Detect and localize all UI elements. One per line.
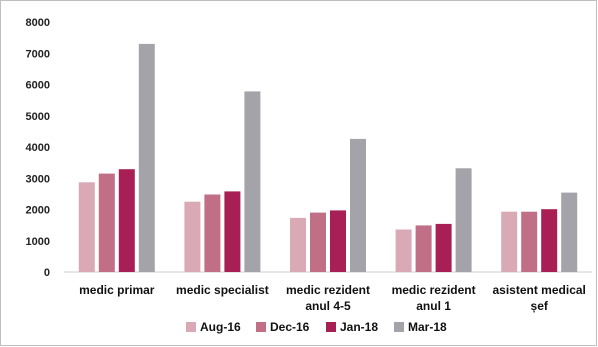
bar	[395, 229, 412, 272]
legend-label: Mar-18	[408, 320, 447, 334]
legend-label: Dec-16	[270, 320, 310, 334]
category-label: anul 4-5	[305, 299, 351, 313]
bar	[204, 194, 221, 272]
category-label: șef	[531, 299, 549, 313]
bar	[184, 201, 201, 272]
bar	[455, 168, 472, 273]
legend-swatch	[394, 322, 404, 332]
bar	[330, 210, 346, 272]
bar	[501, 211, 518, 272]
category-label: medic primar	[79, 283, 155, 297]
bar	[290, 217, 306, 272]
y-tick-label: 2000	[26, 205, 50, 217]
y-tick-label: 8000	[26, 17, 50, 29]
bar	[561, 192, 578, 272]
bar	[350, 138, 366, 272]
y-tick-label: 0	[44, 267, 50, 279]
bar	[98, 173, 115, 272]
bar	[118, 169, 135, 272]
bar	[415, 225, 432, 272]
bar	[78, 182, 95, 272]
y-tick-label: 3000	[26, 173, 50, 185]
category-label: medic rezident	[286, 283, 370, 297]
category-label: medic rezident	[392, 283, 476, 297]
legend-swatch	[326, 322, 336, 332]
y-tick-label: 1000	[26, 236, 50, 248]
y-tick-label: 5000	[26, 111, 50, 123]
y-tick-label: 7000	[26, 48, 50, 60]
y-tick-label: 4000	[26, 142, 50, 154]
y-tick-label: 6000	[26, 80, 50, 92]
category-label: medic specialist	[176, 283, 269, 297]
bar	[435, 223, 452, 272]
category-label: asistent medical	[493, 283, 586, 297]
legend-label: Aug-16	[200, 320, 241, 334]
legend-label: Jan-18	[340, 320, 378, 334]
bar	[521, 211, 538, 272]
bar	[224, 191, 241, 272]
legend-swatch	[186, 322, 196, 332]
category-label: anul 1	[416, 299, 451, 313]
bar	[541, 209, 558, 272]
bar	[138, 43, 155, 273]
bar	[310, 212, 326, 272]
bar	[244, 91, 261, 273]
legend-swatch	[256, 322, 266, 332]
